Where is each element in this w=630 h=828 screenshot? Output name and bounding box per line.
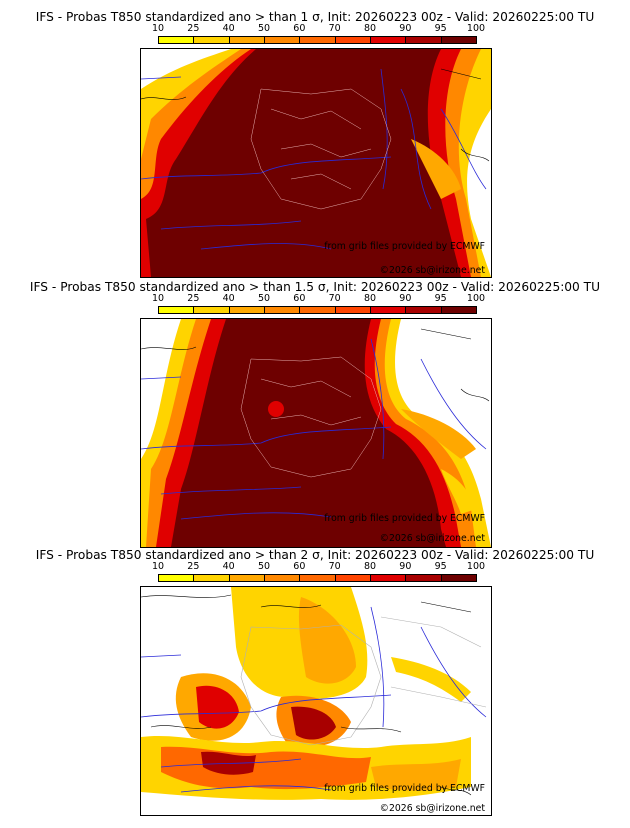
colorbar-segment [440, 36, 477, 44]
panel-2: IFS - Probas T850 standardized ano > tha… [0, 280, 630, 548]
colorbar-label: 70 [328, 293, 341, 304]
colorbar-segment [228, 306, 265, 314]
colorbar-segment [405, 36, 442, 44]
colorbar-label: 100 [466, 23, 486, 34]
colorbar: 10 25 40 50 60 70 80 90 95 100 [152, 23, 485, 44]
colorbar-segment [334, 36, 371, 44]
colorbar-label: 90 [399, 293, 412, 304]
colorbar-segment [334, 574, 371, 582]
colorbar-label: 40 [222, 23, 235, 34]
colorbar-label: 60 [293, 23, 306, 34]
colorbar-segment [370, 36, 407, 44]
probability-map: from grib files provided by ECMWF ©2026 … [140, 318, 492, 548]
colorbar-label: 60 [293, 561, 306, 572]
colorbar-segment [158, 36, 195, 44]
colorbar-label: 95 [434, 293, 447, 304]
colorbar-label: 90 [399, 561, 412, 572]
colorbar-segment [228, 574, 265, 582]
colorbar-label: 25 [187, 293, 200, 304]
colorbar-segment [264, 306, 301, 314]
colorbar-segment [405, 574, 442, 582]
colorbar-label: 25 [187, 23, 200, 34]
colorbar: 10 25 40 50 60 70 80 90 95 100 [152, 561, 485, 582]
colorbar-label: 10 [151, 561, 165, 572]
colorbar-label: 80 [363, 561, 377, 572]
colorbar-segment [193, 36, 230, 44]
colorbar-label: 95 [434, 561, 447, 572]
colorbar: 10 25 40 50 60 70 80 90 95 100 [152, 293, 485, 314]
colorbar-segment [299, 306, 336, 314]
colorbar-label: 90 [399, 23, 412, 34]
colorbar-segment [228, 36, 265, 44]
map-graphic [141, 587, 491, 815]
colorbar-segment [370, 306, 407, 314]
probability-map: from grib files provided by ECMWF ©2026 … [140, 48, 492, 278]
colorbar-label: 40 [222, 293, 235, 304]
colorbar-label: 50 [257, 561, 271, 572]
colorbar-label: 70 [328, 23, 341, 34]
colorbar-segment [158, 574, 195, 582]
colorbar-segment [299, 574, 336, 582]
colorbar-label: 70 [328, 561, 341, 572]
panel-title: IFS - Probas T850 standardized ano > tha… [35, 548, 595, 562]
colorbar-label: 50 [257, 23, 271, 34]
colorbar-segment [299, 36, 336, 44]
map-graphic [141, 319, 491, 547]
colorbar-label: 60 [293, 293, 306, 304]
copyright: ©2026 sb@irizone.net [379, 533, 485, 544]
colorbar-label: 40 [222, 561, 235, 572]
colorbar-segment [193, 306, 230, 314]
colorbar-segment [370, 574, 407, 582]
colorbar-segment [440, 306, 477, 314]
colorbar-label: 95 [434, 23, 447, 34]
colorbar-label: 80 [363, 23, 377, 34]
data-credit: from grib files provided by ECMWF [324, 241, 485, 252]
colorbar-label: 100 [466, 293, 486, 304]
colorbar-segment [264, 36, 301, 44]
colorbar-label: 80 [363, 293, 377, 304]
copyright: ©2026 sb@irizone.net [379, 265, 485, 276]
colorbar-segment [334, 306, 371, 314]
panel-title: IFS - Probas T850 standardized ano > tha… [35, 10, 595, 24]
colorbar-label: 50 [257, 293, 271, 304]
colorbar-segment [405, 306, 442, 314]
colorbar-label: 10 [151, 293, 165, 304]
colorbar-label: 25 [187, 561, 200, 572]
data-credit: from grib files provided by ECMWF [324, 783, 485, 794]
panel-3: IFS - Probas T850 standardized ano > tha… [0, 548, 630, 828]
panel-title: IFS - Probas T850 standardized ano > tha… [29, 280, 601, 294]
probability-map: from grib files provided by ECMWF ©2026 … [140, 586, 492, 816]
colorbar-segment [440, 574, 477, 582]
copyright: ©2026 sb@irizone.net [379, 803, 485, 814]
colorbar-segment [264, 574, 301, 582]
panel-1: IFS - Probas T850 standardized ano > tha… [0, 10, 630, 280]
colorbar-segment [193, 574, 230, 582]
data-credit: from grib files provided by ECMWF [324, 513, 485, 524]
colorbar-label: 10 [151, 23, 165, 34]
map-graphic [141, 49, 491, 277]
colorbar-segment [158, 306, 195, 314]
colorbar-label: 100 [466, 561, 486, 572]
